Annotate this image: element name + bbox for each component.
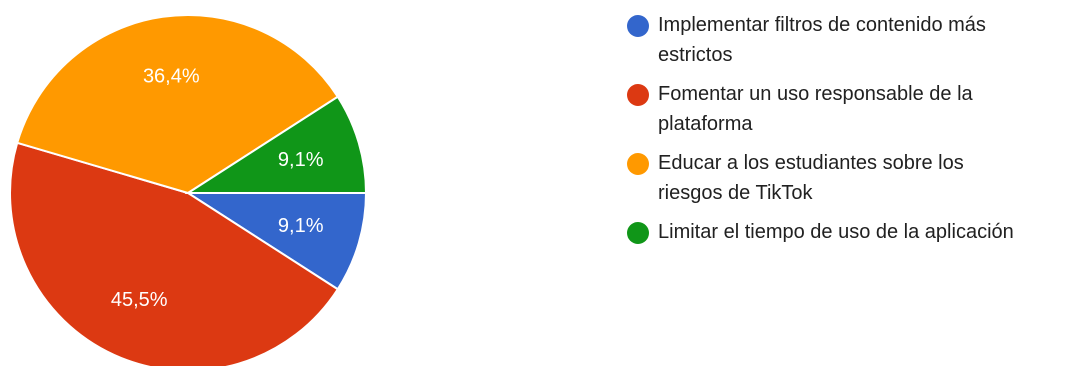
legend-swatch	[627, 15, 649, 37]
legend-item[interactable]: Fomentar un uso responsable de la plataf…	[627, 79, 1086, 139]
pie-value-label-1: 9,1%	[278, 215, 324, 237]
pie-slice-4[interactable]	[184, 95, 368, 194]
pie-slice-3[interactable]	[15, 14, 340, 195]
chart-legend: Implementar filtros de contenido más est…	[627, 10, 1086, 256]
legend-label: Implementar filtros de contenido más est…	[658, 14, 986, 66]
legend-item[interactable]: Implementar filtros de contenido más est…	[627, 10, 1086, 70]
pie-value-label-2: 45,5%	[111, 289, 168, 311]
pie-chart: 9,1% 45,5% 36,4% 9,1%	[9, 14, 368, 366]
pie-value-label-3: 36,4%	[143, 66, 200, 88]
legend-label: Educar a los estudiantes sobre los riesg…	[658, 152, 964, 204]
legend-swatch	[627, 84, 649, 106]
legend-label: Limitar el tiempo de uso de la aplicació…	[658, 221, 1014, 243]
legend-item[interactable]: Educar a los estudiantes sobre los riesg…	[627, 148, 1086, 208]
legend-item[interactable]: Limitar el tiempo de uso de la aplicació…	[627, 217, 1086, 247]
pie-slice-1[interactable]	[184, 192, 368, 291]
pie-value-label-4: 9,1%	[278, 149, 324, 171]
pie-slice-2[interactable]	[9, 141, 340, 366]
pie-slices	[9, 14, 368, 366]
pie-value-labels: 9,1% 45,5% 36,4% 9,1%	[111, 66, 324, 311]
legend-swatch	[627, 222, 649, 244]
legend-swatch	[627, 153, 649, 175]
legend-label: Fomentar un uso responsable de la plataf…	[658, 83, 973, 135]
